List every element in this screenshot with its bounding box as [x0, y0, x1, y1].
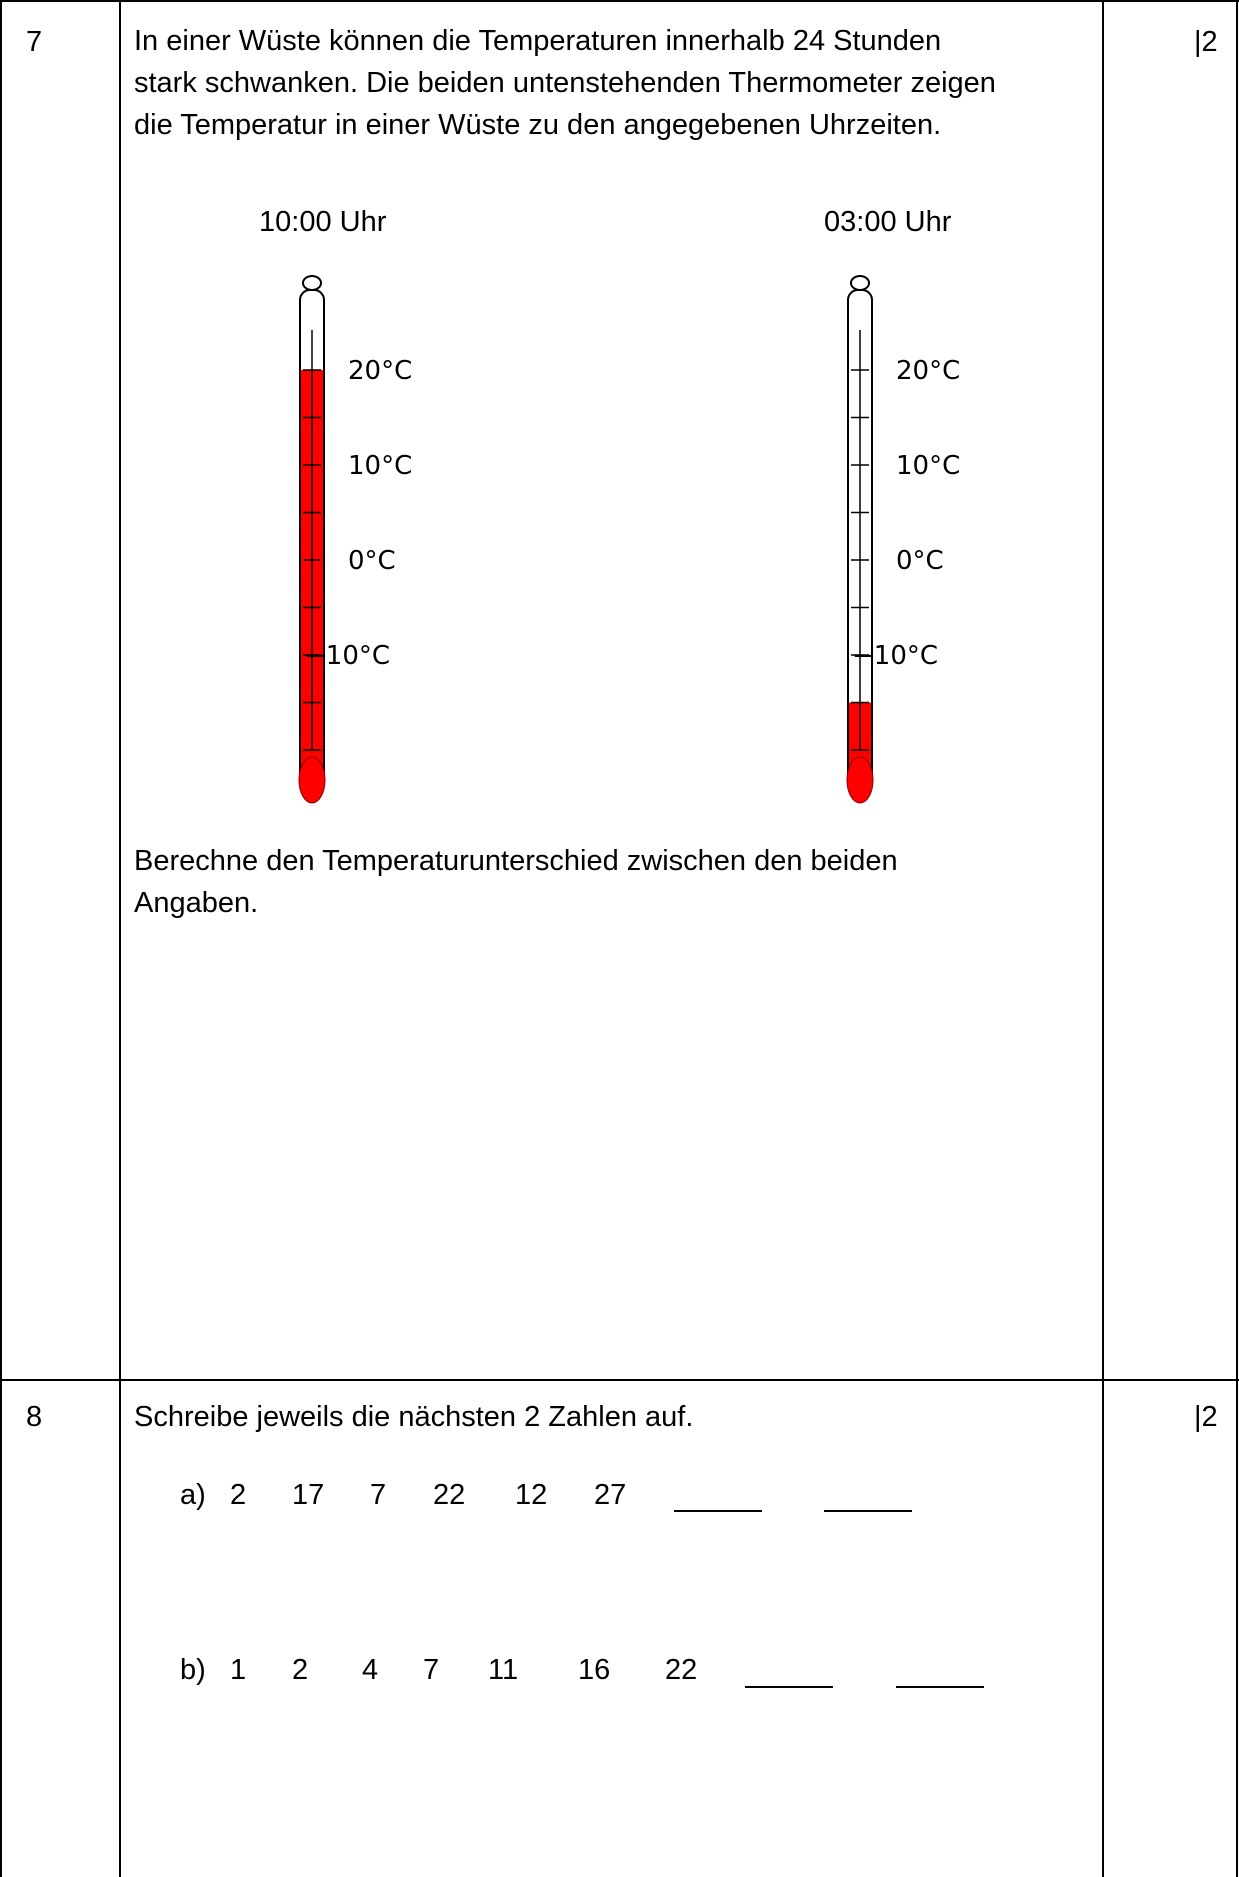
time-label: 10:00 Uhr	[259, 206, 387, 238]
sequence-label: a)	[180, 1479, 206, 1511]
intro-line: die Temperatur in einer Wüste zu den ang…	[134, 109, 942, 141]
sequence-number: 11	[488, 1654, 519, 1686]
scale-label: 20°C	[896, 356, 960, 386]
question-number: 8	[26, 1401, 43, 1433]
table-border-top	[0, 0, 1239, 2]
scale-label: −10°C	[852, 641, 938, 671]
table-border-left	[0, 0, 2, 1877]
thermometer-cap	[850, 275, 870, 291]
scale-label: 0°C	[896, 546, 944, 576]
sequence-number: 22	[433, 1479, 466, 1511]
scale-label: 20°C	[348, 356, 412, 386]
sequence-number: 2	[230, 1479, 247, 1511]
sequence-number: 12	[515, 1479, 548, 1511]
table-border-right	[1236, 0, 1238, 1877]
thermometer-bulb	[298, 756, 326, 804]
sequence-number: 27	[594, 1479, 627, 1511]
question-points: |2	[1194, 1401, 1218, 1433]
sequence-number: 2	[292, 1654, 309, 1686]
sequence-number: 16	[578, 1654, 611, 1686]
thermometer-cap	[302, 275, 322, 291]
time-label: 03:00 Uhr	[824, 206, 952, 238]
answer-blank[interactable]	[674, 1510, 762, 1512]
scale-label: 10°C	[348, 451, 412, 481]
sequence-number: 1	[230, 1654, 247, 1686]
task-line: Angaben.	[134, 887, 259, 919]
sequence-number: 22	[665, 1654, 698, 1686]
table-border-col2	[1102, 0, 1104, 1877]
table-border-col1	[119, 0, 121, 1877]
question-number: 7	[26, 26, 43, 58]
intro-line: In einer Wüste können die Temperaturen i…	[134, 25, 942, 57]
sequence-number: 7	[370, 1479, 387, 1511]
question-instruction: Schreibe jeweils die nächsten 2 Zahlen a…	[134, 1401, 694, 1433]
task-line: Berechne den Temperaturunterschied zwisc…	[134, 845, 898, 877]
scale-label: −10°C	[304, 641, 390, 671]
sequence-number: 4	[362, 1654, 379, 1686]
scale-label: 10°C	[896, 451, 960, 481]
row-separator	[0, 1379, 1239, 1381]
sequence-label: b)	[180, 1654, 206, 1686]
thermometer-10-uhr: 20°C 10°C 0°C −10°C	[298, 275, 412, 804]
answer-blank[interactable]	[824, 1510, 912, 1512]
thermometer-03-uhr: 20°C 10°C 0°C −10°C	[846, 275, 960, 804]
answer-blank[interactable]	[896, 1686, 984, 1688]
sequence-number: 17	[292, 1479, 325, 1511]
question-points: |2	[1194, 26, 1218, 58]
thermometer-bulb	[846, 756, 874, 804]
answer-blank[interactable]	[745, 1686, 833, 1688]
sequence-number: 7	[423, 1654, 440, 1686]
intro-line: stark schwanken. Die beiden untenstehend…	[134, 67, 996, 99]
scale-label: 0°C	[348, 546, 396, 576]
